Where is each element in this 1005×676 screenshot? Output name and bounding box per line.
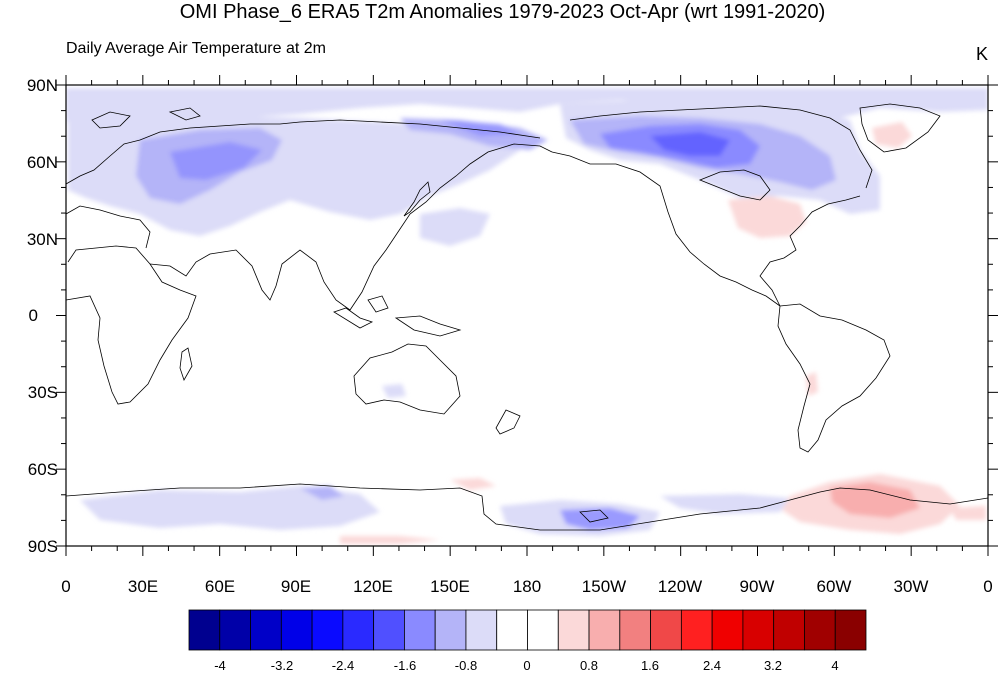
colorbar-swatch xyxy=(650,609,682,651)
colorbar-swatch xyxy=(773,609,805,651)
lat-label: 0 xyxy=(29,306,38,325)
colorbar-swatch xyxy=(188,609,221,651)
lon-label: 120E xyxy=(353,577,393,596)
colorbar-swatch xyxy=(311,609,344,651)
coastlines xyxy=(66,103,988,531)
axis-ticks xyxy=(56,75,998,556)
colorbar-swatch xyxy=(619,609,651,651)
lon-label: 30E xyxy=(128,577,158,596)
chart-subtitle: Daily Average Air Temperature at 2m xyxy=(66,40,326,57)
colorbar-label: -0.8 xyxy=(455,658,477,673)
lon-label: 0 xyxy=(61,577,70,596)
colorbar-swatch xyxy=(465,609,498,651)
colorbar-label: 0 xyxy=(523,658,530,673)
lon-label: 0 xyxy=(983,577,992,596)
colorbar-swatch xyxy=(834,609,867,651)
lon-label: 60E xyxy=(205,577,235,596)
colorbar-label: 4 xyxy=(831,658,838,673)
colorbar-swatch xyxy=(711,609,744,651)
chart-title: OMI Phase_6 ERA5 T2m Anomalies 1979-2023… xyxy=(179,1,826,23)
colorbar-swatch xyxy=(434,609,467,651)
colorbar-label: 3.2 xyxy=(764,658,782,673)
lon-label: 150E xyxy=(430,577,470,596)
anomaly-shading xyxy=(66,88,988,544)
colorbar-swatch xyxy=(280,609,313,651)
lat-label: 30N xyxy=(27,230,58,249)
colorbar-label: 2.4 xyxy=(703,658,721,673)
colorbar xyxy=(188,609,867,651)
colorbar-labels: -4 -3.2 -2.4 -1.6 -0.8 0 0.8 1.6 2.4 3.2… xyxy=(214,658,838,673)
colorbar-swatch xyxy=(527,609,559,651)
colorbar-swatch xyxy=(496,609,528,651)
lat-label: 90N xyxy=(27,76,58,95)
lon-label: 180 xyxy=(513,577,541,596)
lat-label: 90S xyxy=(28,537,58,556)
colorbar-swatch xyxy=(250,609,282,651)
colorbar-swatch xyxy=(804,609,836,651)
colorbar-label: -1.6 xyxy=(394,658,416,673)
colorbar-swatch xyxy=(588,609,621,651)
colorbar-swatch xyxy=(373,609,405,651)
lon-label: 30W xyxy=(894,577,929,596)
colorbar-swatch xyxy=(557,609,590,651)
colorbar-swatch xyxy=(342,609,375,651)
colorbar-swatch xyxy=(404,609,436,651)
colorbar-swatch xyxy=(680,609,713,651)
colorbar-label: -4 xyxy=(214,658,226,673)
colorbar-label: -3.2 xyxy=(271,658,293,673)
colorbar-label: 0.8 xyxy=(580,658,598,673)
units-label: K xyxy=(976,44,989,64)
lat-label: 60N xyxy=(27,153,58,172)
lon-label: 90E xyxy=(281,577,311,596)
colorbar-label: 1.6 xyxy=(641,658,659,673)
colorbar-swatch xyxy=(219,609,251,651)
lat-label: 60S xyxy=(28,460,58,479)
lat-label: 30S xyxy=(28,383,58,402)
colorbar-label: -2.4 xyxy=(332,658,354,673)
lon-axis: 0 30E 60E 90E 120E 150E 180 150W 120W 90… xyxy=(61,577,992,596)
colorbar-swatch xyxy=(742,609,775,651)
lon-label: 60W xyxy=(817,577,852,596)
lon-label: 150W xyxy=(582,577,626,596)
lon-label: 120W xyxy=(658,577,702,596)
lat-axis: 90N 60N 30N 0 30S 60S 90S xyxy=(27,76,58,556)
lon-label: 90W xyxy=(740,577,775,596)
